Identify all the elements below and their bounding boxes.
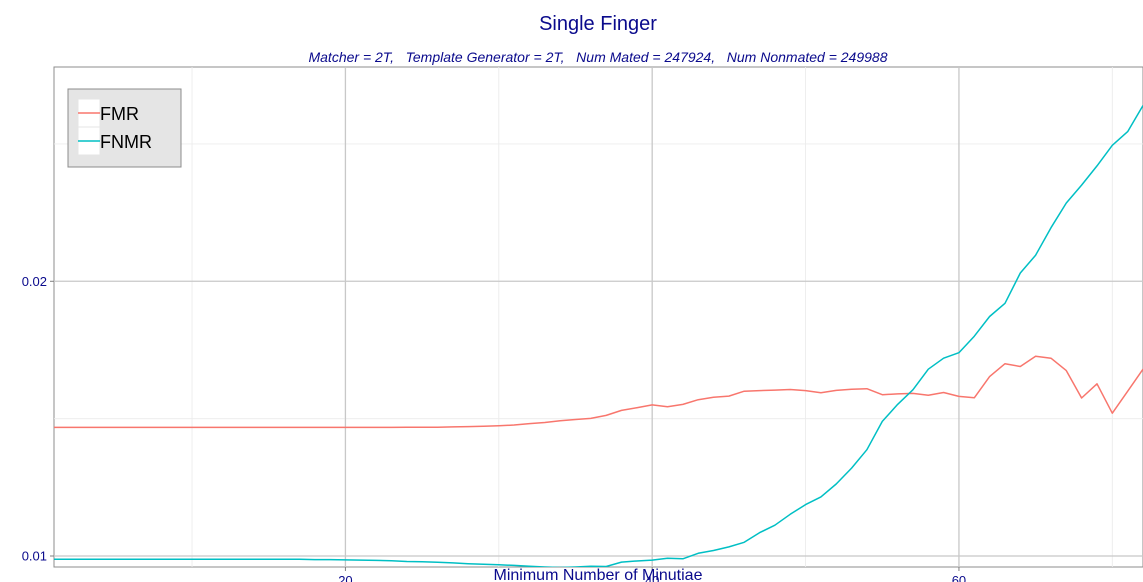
x-tick-label: 20 bbox=[338, 573, 352, 582]
chart-subtitle: Matcher = 2T, Template Generator = 2T, N… bbox=[308, 49, 887, 65]
legend-label: FMR bbox=[100, 104, 139, 124]
series-line-fnmr bbox=[54, 105, 1143, 567]
y-tick-label: 0.01 bbox=[22, 549, 47, 564]
legend-label: FNMR bbox=[100, 132, 152, 152]
series-line-fmr bbox=[54, 355, 1143, 429]
plot-panel bbox=[54, 67, 1143, 567]
x-tick-label: 60 bbox=[952, 573, 966, 582]
chart-title: Single Finger bbox=[539, 13, 657, 35]
x-tick-label: 40 bbox=[645, 573, 659, 582]
x-axis-label: Minimum Number of Minutiae bbox=[494, 567, 703, 582]
y-tick-label: 0.02 bbox=[22, 274, 47, 289]
